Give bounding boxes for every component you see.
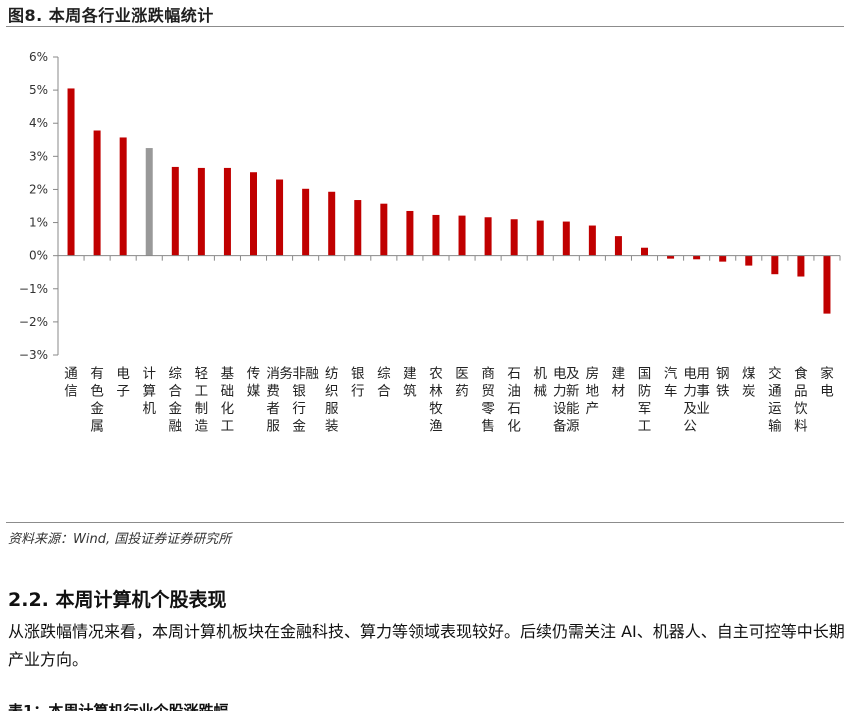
category-label: 电子 — [116, 366, 130, 400]
figure-title: 图8. 本周各行业涨跌幅统计 — [8, 6, 214, 25]
category-label: 电力设备及新能源 — [553, 366, 580, 435]
category-label: 轻工制造 — [195, 366, 209, 435]
category-label: 煤炭 — [742, 366, 756, 400]
category-label: 石油石化 — [507, 366, 521, 435]
bar — [354, 200, 362, 256]
bar — [771, 255, 779, 275]
x-axis — [57, 255, 841, 261]
bar — [302, 188, 310, 256]
y-tick-label: −3% — [19, 348, 48, 362]
bar — [328, 191, 336, 256]
bar — [667, 255, 675, 259]
bar — [641, 247, 648, 256]
y-axis: −3% −2% −1% 0% 1% 2% 3% 4% 5% 6% — [19, 50, 59, 362]
bar — [171, 166, 179, 256]
category-label: 非银行金融 — [292, 366, 319, 435]
bar — [432, 214, 440, 256]
category-label: 农林牧渔 — [429, 366, 443, 435]
category-label: 国防军工 — [638, 366, 652, 435]
bar — [719, 255, 727, 262]
category-label: 消费者服务 — [266, 366, 293, 435]
category-label: 机械 — [533, 366, 547, 400]
section-heading: 2.2. 本周计算机个股表现 — [8, 589, 227, 611]
category-label: 传媒 — [247, 366, 261, 400]
category-label: 通信 — [64, 366, 78, 400]
category-label: 建材 — [612, 366, 626, 400]
y-tick-label: 2% — [29, 182, 48, 196]
category-label: 商贸零售 — [481, 366, 495, 435]
bar — [745, 255, 753, 266]
category-label: 医药 — [455, 366, 469, 400]
bar — [197, 167, 205, 256]
y-tick-label: 0% — [29, 249, 48, 263]
category-label: 有色金属 — [90, 366, 104, 435]
category-label: 房地产 — [586, 366, 600, 417]
bars-group — [67, 88, 831, 314]
bar — [693, 255, 701, 260]
category-label: 综合金融 — [169, 366, 183, 435]
bar — [510, 219, 518, 256]
body-paragraph: 从涨跌幅情况来看，本周计算机板块在金融科技、算力等领域表现较好。后续仍需关注 A… — [8, 622, 845, 669]
bar — [93, 130, 101, 256]
top-rule — [6, 26, 844, 27]
y-tick-label: 1% — [29, 216, 48, 230]
bar — [250, 172, 257, 256]
bar — [484, 217, 492, 256]
y-tick-label: 6% — [29, 50, 48, 64]
category-label: 交通运输 — [768, 365, 782, 435]
bar — [406, 210, 414, 256]
bar — [823, 255, 831, 314]
bar — [536, 220, 544, 256]
bar — [588, 225, 596, 256]
bar — [67, 88, 75, 256]
y-tick-label: 3% — [29, 149, 48, 163]
bar — [458, 215, 466, 256]
category-label: 纺织服装 — [325, 366, 339, 435]
category-label: 电力及公用事业 — [683, 366, 710, 435]
category-label: 钢铁 — [716, 366, 730, 400]
bar — [223, 167, 231, 256]
bar — [614, 236, 622, 256]
category-label: 家电 — [820, 365, 834, 400]
next-table-caption: 表1：本周计算机行业个股涨跌幅 — [8, 702, 229, 711]
category-label: 计算机 — [142, 366, 156, 417]
source-note: 资料来源：Wind, 国投证券证券研究所 — [8, 532, 232, 547]
y-tick-label: −1% — [19, 282, 48, 296]
bar — [562, 221, 570, 256]
bar — [276, 179, 284, 256]
bar — [145, 148, 153, 256]
y-tick-label: −2% — [19, 315, 48, 329]
category-label: 汽车 — [664, 366, 678, 400]
bar — [797, 255, 805, 277]
y-tick-label: 5% — [29, 83, 48, 97]
bottom-rule — [6, 522, 844, 523]
category-label: 基础化工 — [221, 365, 235, 435]
bar-chart: −3% −2% −1% 0% 1% 2% 3% 4% 5% 6% 通信有色金属电子计算机综合金融轻… — [19, 50, 841, 435]
category-label: 综合 — [377, 366, 391, 400]
category-label: 银行 — [351, 366, 365, 400]
bar — [119, 137, 127, 256]
category-label: 食品饮料 — [794, 365, 808, 435]
y-tick-label: 4% — [29, 116, 48, 130]
bar — [380, 203, 388, 256]
category-label: 建筑 — [403, 366, 417, 400]
